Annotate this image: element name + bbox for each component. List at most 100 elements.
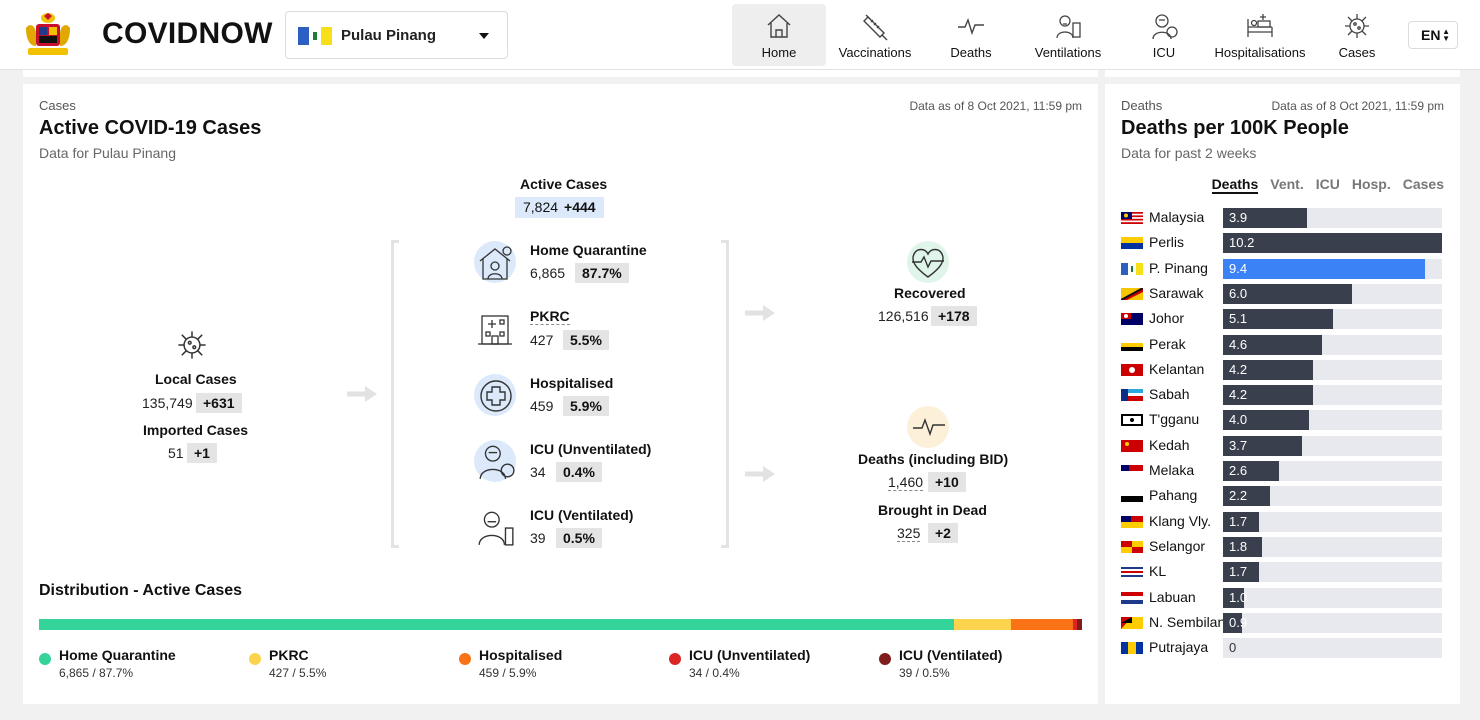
state-name: Sabah: [1149, 386, 1190, 403]
state-row[interactable]: Melaka 2.6: [1121, 461, 1444, 481]
state-name: Perak: [1149, 335, 1186, 352]
bar-track: 3.9: [1223, 208, 1442, 228]
state-selector-dropdown[interactable]: Pulau Pinang: [285, 11, 508, 59]
category-pct: 0.4%: [556, 462, 602, 482]
category-label: ICU (Unventilated): [530, 441, 652, 457]
bid-label: Brought in Dead: [878, 502, 987, 518]
previous-card-edge: [1105, 70, 1460, 77]
state-name: Klang Vly.: [1149, 512, 1211, 529]
nav-deaths[interactable]: Deaths: [934, 4, 1008, 66]
top-header: COVIDNOW Pulau Pinang Home Vaccinations …: [0, 0, 1480, 70]
state-row[interactable]: Perlis 10.2: [1121, 233, 1444, 254]
pulse-icon: [913, 417, 945, 437]
nav-label: Home: [761, 44, 797, 60]
category-label: ICU (Ventilated): [530, 507, 634, 523]
heart-pulse-icon: [912, 248, 944, 278]
nav-home[interactable]: Home: [732, 4, 826, 66]
category-pct: 0.5%: [556, 528, 602, 548]
state-flag-icon: [1121, 439, 1143, 452]
deaths-delta: +10: [928, 472, 966, 492]
state-name: Melaka: [1149, 462, 1195, 478]
distribution-segment[interactable]: [1011, 619, 1073, 630]
tab-hospitalisation[interactable]: Hosp.: [1351, 176, 1391, 192]
pulse-icon: [958, 17, 984, 35]
state-flag-icon: [1121, 389, 1143, 402]
card-title: Deaths per 100K People: [1121, 117, 1349, 139]
state-row[interactable]: P. Pinang 9.4: [1121, 258, 1444, 279]
bar-fill: [1223, 461, 1279, 481]
state-row[interactable]: T'gganu 4.0: [1121, 410, 1444, 431]
ventilator-icon: [1056, 14, 1081, 38]
category-value: 34: [530, 464, 546, 480]
language-select[interactable]: EN ▲ ▼: [1408, 21, 1458, 49]
recovered-delta: +178: [931, 306, 977, 326]
legend-dot: [669, 653, 681, 665]
active-cases-card: Cases Data as of 8 Oct 2021, 11:59 pm Ac…: [23, 84, 1098, 704]
state-row[interactable]: Perak 4.6: [1121, 334, 1444, 355]
category-label[interactable]: PKRC: [530, 308, 570, 325]
state-row[interactable]: KL 1.7: [1121, 562, 1444, 583]
state-name: Malaysia: [1149, 209, 1205, 225]
pkrc-building-icon: [478, 315, 512, 345]
deaths-label: Deaths (including BID): [858, 451, 1009, 467]
arrow-right-icon: [745, 305, 775, 321]
bar-fill: [1223, 587, 1245, 608]
state-row[interactable]: Labuan 1.0: [1121, 587, 1444, 608]
bar-track: 6.0: [1223, 283, 1442, 304]
bid-value[interactable]: 325: [897, 525, 921, 542]
state-row[interactable]: N. Sembilan 0.9: [1121, 612, 1444, 633]
legend-dot: [879, 653, 891, 665]
state-row[interactable]: Putrajaya 0: [1121, 638, 1444, 659]
distribution-segment[interactable]: [953, 619, 1012, 630]
legend-value: 459 / 5.9%: [479, 666, 537, 680]
nav-ventilations[interactable]: Ventilations: [1024, 4, 1112, 66]
bar-value: 10.2: [1229, 235, 1255, 251]
state-row[interactable]: Kelantan 4.2: [1121, 359, 1444, 380]
distribution-segment[interactable]: [1072, 619, 1077, 630]
nav-label: Ventilations: [1034, 44, 1102, 60]
distribution-segment[interactable]: [1076, 619, 1082, 630]
state-row[interactable]: Pahang 2.2: [1121, 486, 1444, 507]
nav-cases[interactable]: Cases: [1322, 4, 1392, 66]
state-row[interactable]: Malaysia 3.9: [1121, 208, 1444, 228]
deaths-value[interactable]: 1,460: [888, 474, 924, 491]
nav-vaccinations[interactable]: Vaccinations: [830, 4, 920, 66]
category-label: Hospitalised: [530, 375, 614, 391]
distribution-segment[interactable]: [39, 619, 954, 630]
home-icon: [767, 13, 791, 38]
nav-hospitalisations[interactable]: Hospitalisations: [1214, 4, 1306, 66]
bar-value: 5.1: [1229, 311, 1248, 327]
bar-track: 10.2: [1223, 233, 1442, 254]
state-flag-icon: [1121, 540, 1143, 553]
state-selector-label: Pulau Pinang: [341, 27, 437, 44]
state-flag-icon: [1121, 616, 1143, 629]
state-row[interactable]: Sabah 4.2: [1121, 385, 1444, 406]
tab-ventilation[interactable]: Vent.: [1270, 176, 1304, 192]
state-row[interactable]: Kedah 3.7: [1121, 435, 1444, 456]
state-flag-icon: [1121, 287, 1143, 300]
tab-deaths[interactable]: Deaths: [1211, 176, 1259, 194]
bar-fill: [1223, 562, 1260, 583]
nav-icu[interactable]: ICU: [1128, 4, 1200, 66]
bar-fill: [1223, 486, 1271, 507]
state-row[interactable]: Selangor 1.8: [1121, 536, 1444, 557]
state-name: KL: [1149, 563, 1167, 580]
previous-card-edge: [23, 70, 1098, 77]
state-flag-icon: [1121, 515, 1143, 528]
bar-track: 1.8: [1223, 536, 1442, 557]
bar-value: 4.2: [1229, 361, 1248, 377]
arrow-right-icon: [745, 466, 775, 482]
bar-fill: [1223, 612, 1243, 633]
tab-cases[interactable]: Cases: [1402, 176, 1444, 192]
state-name: N. Sembilan: [1149, 613, 1226, 630]
bar-value: 1.7: [1229, 513, 1248, 529]
bar-value: 3.7: [1229, 437, 1248, 453]
state-row[interactable]: Sarawak 6.0: [1121, 283, 1444, 304]
active-cases-delta: +444: [564, 199, 596, 215]
state-flag-icon: [1121, 414, 1143, 427]
state-row[interactable]: Klang Vly. 1.7: [1121, 511, 1444, 532]
app-brand-title[interactable]: COVIDNOW: [102, 17, 273, 50]
tab-icu[interactable]: ICU: [1315, 176, 1340, 192]
state-row[interactable]: Johor 5.1: [1121, 309, 1444, 330]
bar-fill: [1223, 334, 1322, 355]
